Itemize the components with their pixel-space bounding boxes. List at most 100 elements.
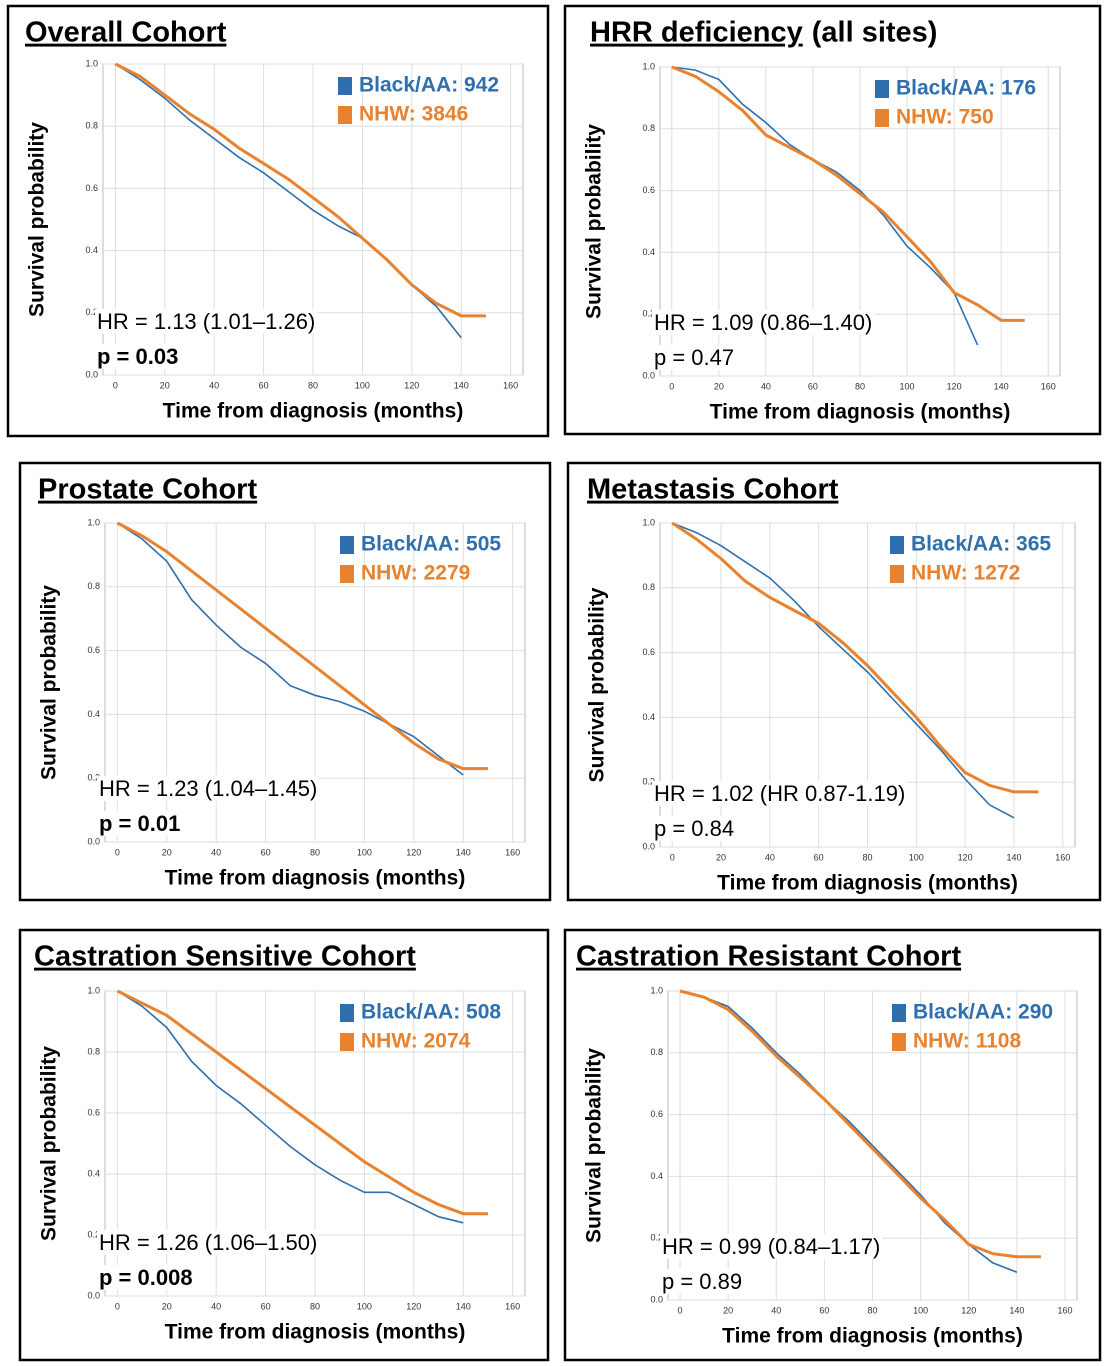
- y-tick-label: 0.0: [650, 1294, 663, 1304]
- annotation: HR = 1.02 (HR 0.87-1.19): [654, 781, 905, 806]
- survival-curve: [114, 62, 486, 318]
- legend-swatch: [875, 80, 889, 98]
- x-tick-label: 40: [209, 380, 219, 390]
- chart-title: Castration Resistant Cohort: [576, 941, 961, 973]
- annotation-bg: [97, 775, 320, 801]
- y-tick-label: 1.0: [87, 985, 100, 995]
- y-tick-label: 0.2: [87, 773, 100, 783]
- x-tick-label: 20: [723, 1305, 733, 1315]
- x-tick-label: 140: [454, 380, 469, 390]
- x-tick-label: 160: [1041, 381, 1056, 391]
- x-tick-label: 40: [765, 852, 775, 862]
- y-axis-label: Survival probability: [38, 585, 61, 780]
- annotation-bg: [652, 309, 875, 335]
- legend-swatch: [892, 1004, 906, 1022]
- legend-label: NHW: 3846: [359, 103, 468, 126]
- y-tick-label: 0.2: [87, 1229, 100, 1239]
- y-tick-label: 0.4: [87, 709, 100, 719]
- x-tick-label: 80: [310, 1301, 320, 1311]
- y-tick-label: 0.4: [642, 247, 655, 257]
- y-tick-label: 0.0: [642, 841, 655, 851]
- y-tick-label: 0.2: [642, 777, 655, 787]
- y-tick-label: 0.6: [87, 645, 100, 655]
- x-tick-label: 100: [913, 1305, 928, 1315]
- panel-border: [566, 461, 1102, 902]
- x-tick-label: 20: [716, 852, 726, 862]
- x-tick-label: 80: [308, 380, 318, 390]
- legend-swatch: [340, 565, 354, 583]
- y-tick-label: 0.6: [650, 1109, 663, 1119]
- y-tick-label: 0.4: [85, 245, 98, 255]
- x-axis-label: Time from diagnosis (months): [717, 872, 1018, 895]
- x-tick-label: 60: [261, 1301, 271, 1311]
- legend-label: Black/AA: 505: [361, 533, 501, 556]
- legend-swatch: [338, 77, 352, 95]
- annotation-bg: [660, 1268, 745, 1294]
- y-tick-label: 0.4: [642, 712, 655, 722]
- panel-border: [563, 4, 1102, 436]
- legend-swatch: [340, 1004, 354, 1022]
- x-tick-label: 160: [503, 380, 518, 390]
- x-tick-label: 140: [456, 847, 471, 857]
- y-axis-label: Survival probability: [38, 1046, 61, 1241]
- x-tick-label: 100: [900, 381, 915, 391]
- y-tick-label: 0.2: [85, 307, 98, 317]
- x-tick-label: 0: [669, 381, 674, 391]
- x-tick-label: 160: [505, 1301, 520, 1311]
- legend-label: Black/AA: 176: [896, 77, 1036, 100]
- annotation: p = 0.89: [662, 1269, 742, 1294]
- x-tick-label: 20: [714, 381, 724, 391]
- y-tick-label: 0.8: [85, 121, 98, 131]
- y-tick-label: 0.8: [87, 1046, 100, 1056]
- x-tick-label: 160: [1055, 852, 1070, 862]
- chart-title: Castration Sensitive Cohort: [34, 941, 416, 973]
- x-tick-label: 160: [1057, 1305, 1072, 1315]
- chart-title: Prostate Cohort: [38, 474, 257, 506]
- y-tick-label: 0.2: [650, 1233, 663, 1243]
- x-tick-label: 80: [310, 847, 320, 857]
- legend-label: NHW: 1272: [911, 562, 1020, 585]
- x-tick-label: 120: [947, 381, 962, 391]
- y-tick-label: 0.4: [87, 1168, 100, 1178]
- annotation: HR = 1.09 (0.86–1.40): [654, 310, 872, 335]
- x-tick-label: 120: [404, 380, 419, 390]
- x-tick-label: 140: [456, 1301, 471, 1311]
- y-tick-label: 0.0: [87, 836, 100, 846]
- y-tick-label: 0.2: [642, 309, 655, 319]
- x-tick-label: 120: [406, 1301, 421, 1311]
- x-tick-label: 100: [357, 1301, 372, 1311]
- annotation-bg: [652, 344, 737, 370]
- survival-curve: [116, 522, 464, 776]
- y-tick-label: 1.0: [642, 517, 655, 527]
- annotation-bg: [95, 343, 181, 369]
- y-tick-label: 1.0: [85, 58, 98, 68]
- x-axis-label: Time from diagnosis (months): [710, 401, 1011, 424]
- annotation: p = 0.47: [654, 345, 734, 370]
- legend-swatch: [892, 1033, 906, 1051]
- y-tick-label: 0.0: [642, 370, 655, 380]
- x-axis-label: Time from diagnosis (months): [163, 400, 464, 423]
- legend-swatch: [340, 536, 354, 554]
- y-tick-label: 0.4: [650, 1171, 663, 1181]
- panel-border: [563, 928, 1102, 1362]
- annotation-bg: [95, 308, 318, 334]
- x-tick-label: 80: [867, 1305, 877, 1315]
- annotation-bg: [97, 1229, 320, 1255]
- x-tick-label: 120: [961, 1305, 976, 1315]
- annotation-bg: [660, 1233, 883, 1259]
- x-tick-label: 60: [819, 1305, 829, 1315]
- x-tick-label: 140: [994, 381, 1009, 391]
- legend-swatch: [338, 106, 352, 124]
- y-tick-label: 1.0: [87, 517, 100, 527]
- legend-swatch: [890, 565, 904, 583]
- y-axis-label: Survival probability: [583, 124, 606, 319]
- survival-curve: [116, 989, 488, 1216]
- y-tick-label: 1.0: [650, 985, 663, 995]
- chart-title: Metastasis Cohort: [587, 474, 839, 506]
- x-tick-label: 20: [162, 847, 172, 857]
- annotation: p = 0.03: [97, 344, 178, 369]
- legend-label: Black/AA: 942: [359, 74, 499, 97]
- x-tick-label: 160: [505, 847, 520, 857]
- annotation-bg: [652, 780, 908, 806]
